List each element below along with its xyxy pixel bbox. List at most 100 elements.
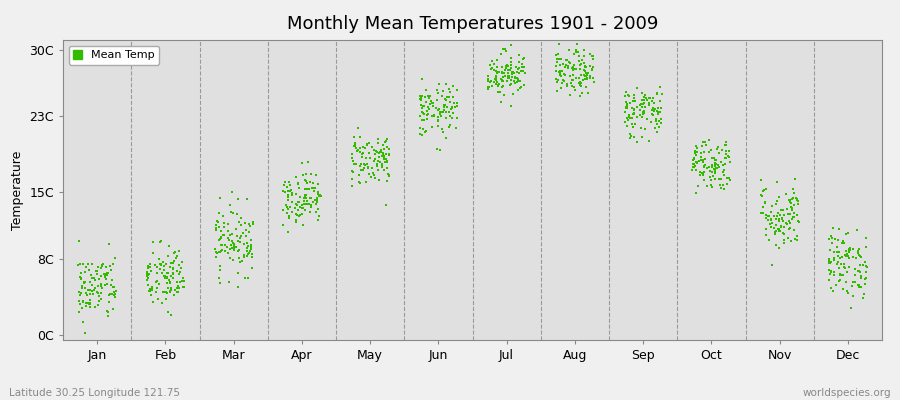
Point (446, 83, 461, 89)
Point (364, 174, 378, 180)
Point (757, 186, 771, 193)
Point (377, 146, 392, 152)
Point (650, 108, 664, 114)
Point (443, 113, 457, 120)
Point (499, 48, 513, 54)
Point (554, 73, 568, 79)
Point (653, 105, 668, 111)
Point (627, 106, 642, 112)
Point (774, 207, 788, 214)
Point (304, 170, 319, 177)
Point (240, 243, 255, 249)
Point (142, 271, 157, 277)
Point (719, 142, 733, 148)
Point (482, 73, 496, 80)
Point (446, 105, 460, 112)
Point (511, 52, 526, 58)
Point (484, 65, 499, 71)
Point (346, 158, 360, 164)
Point (108, 255, 122, 262)
Point (366, 146, 381, 153)
Point (690, 159, 705, 165)
Point (382, 172, 396, 179)
Point (577, 60, 591, 66)
Point (161, 252, 176, 259)
Point (80, 287, 94, 293)
Point (140, 272, 155, 278)
Point (415, 105, 429, 112)
Point (161, 243, 176, 249)
Point (436, 129, 450, 136)
Point (570, 40, 584, 47)
Point (100, 308, 114, 314)
Point (226, 256, 240, 263)
Point (579, 73, 593, 79)
Point (823, 247, 837, 254)
Point (835, 272, 850, 278)
Point (311, 213, 326, 219)
Point (357, 161, 372, 168)
Point (149, 284, 164, 291)
Point (785, 195, 799, 202)
Point (702, 164, 716, 170)
Point (775, 216, 789, 222)
Point (833, 271, 848, 277)
Point (708, 166, 723, 172)
Point (500, 77, 514, 84)
Point (213, 236, 228, 242)
Point (221, 220, 236, 227)
Point (233, 259, 248, 266)
Point (302, 186, 317, 192)
Point (791, 200, 806, 207)
Point (209, 222, 223, 229)
Point (559, 57, 573, 63)
Point (103, 290, 117, 297)
Point (823, 256, 837, 262)
Point (245, 251, 259, 257)
Point (172, 262, 186, 268)
Point (703, 168, 717, 174)
Point (765, 202, 779, 209)
Point (719, 148, 733, 154)
Point (244, 246, 258, 252)
Point (310, 189, 325, 196)
Point (498, 46, 512, 52)
Point (82, 266, 96, 273)
Point (363, 155, 377, 161)
Point (346, 142, 361, 149)
Point (482, 78, 496, 84)
Point (144, 292, 158, 298)
Point (504, 65, 518, 71)
Point (783, 220, 797, 226)
Point (105, 291, 120, 297)
Point (562, 58, 576, 65)
Point (301, 159, 315, 165)
Point (311, 192, 326, 199)
Point (100, 280, 114, 287)
Point (856, 262, 870, 268)
Point (89, 268, 104, 275)
Point (762, 213, 777, 219)
Point (98, 273, 112, 279)
Point (375, 164, 390, 170)
Point (481, 84, 495, 90)
Point (497, 70, 511, 76)
Point (85, 282, 99, 288)
Point (569, 66, 583, 72)
Point (708, 161, 723, 167)
Point (295, 205, 310, 212)
Point (311, 191, 326, 198)
Point (720, 175, 734, 182)
Point (308, 184, 322, 191)
Point (638, 95, 652, 101)
Point (101, 270, 115, 276)
Point (836, 238, 850, 244)
Point (511, 86, 526, 93)
Point (515, 61, 529, 68)
Point (432, 80, 446, 87)
Point (85, 260, 99, 267)
Point (823, 267, 837, 273)
Point (225, 210, 239, 216)
Point (153, 261, 167, 267)
Point (573, 62, 588, 68)
